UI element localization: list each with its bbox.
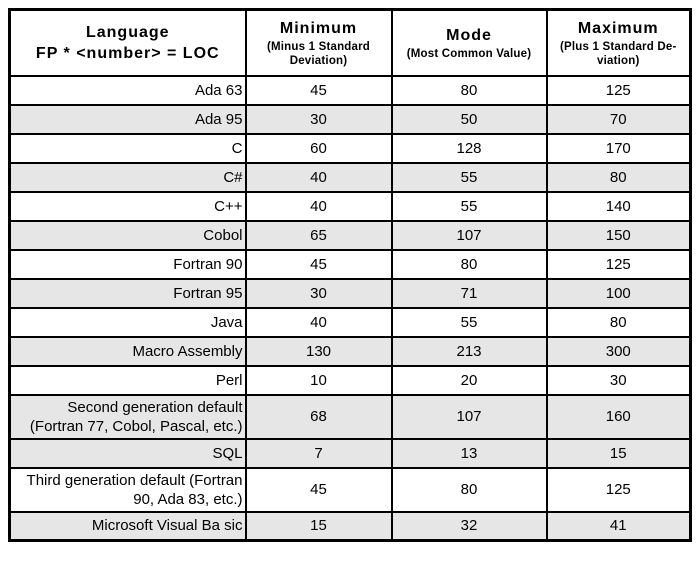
- minimum-cell: 15: [244, 510, 393, 542]
- table-row: Third generation default (Fortran 90, Ad…: [8, 466, 692, 513]
- maximum-cell: 125: [545, 466, 692, 513]
- language-cell: Third generation default (Fortran 90, Ad…: [8, 466, 247, 513]
- table-row: Java 40 55 80: [8, 306, 692, 338]
- language-cell: C++: [8, 190, 247, 222]
- minimum-cell: 45: [244, 466, 393, 513]
- table-body: Ada 63 45 80 125 Ada 95 30 50 70 C 60 128 170 C# 40 55…: [8, 74, 692, 542]
- header-cell-language: Language FP * <number> = LOC: [8, 8, 247, 77]
- minimum-cell: 30: [244, 277, 393, 309]
- mode-cell: 80: [390, 74, 548, 106]
- minimum-cell: 40: [244, 190, 393, 222]
- maximum-cell: 160: [545, 393, 692, 440]
- header-cell-mode: Mode (Most Common Value): [390, 8, 548, 77]
- maximum-cell: 170: [545, 132, 692, 164]
- minimum-cell: 60: [244, 132, 393, 164]
- table-row: Perl 10 20 30: [8, 364, 692, 396]
- table-row: Macro Assembly 130 213 300: [8, 335, 692, 367]
- maximum-cell: 30: [545, 364, 692, 396]
- mode-cell: 71: [390, 277, 548, 309]
- table-row: Cobol 65 107 150: [8, 219, 692, 251]
- language-cell: Ada 95: [8, 103, 247, 135]
- language-cell: C: [8, 132, 247, 164]
- minimum-cell: 68: [244, 393, 393, 440]
- mode-cell: 80: [390, 466, 548, 513]
- minimum-cell: 40: [244, 161, 393, 193]
- table-row: C++ 40 55 140: [8, 190, 692, 222]
- maximum-cell: 125: [545, 74, 692, 106]
- mode-cell: 80: [390, 248, 548, 280]
- minimum-cell: 30: [244, 103, 393, 135]
- minimum-cell: 40: [244, 306, 393, 338]
- language-cell: SQL: [8, 437, 247, 469]
- language-cell: Microsoft Visual Ba sic: [8, 510, 247, 542]
- maximum-cell: 80: [545, 161, 692, 193]
- table-row: Fortran 95 30 71 100: [8, 277, 692, 309]
- table-row: Microsoft Visual Ba sic 15 32 41: [8, 510, 692, 542]
- header-cell-maximum: Maximum (Plus 1 Standard De-viation): [545, 8, 692, 77]
- minimum-cell: 45: [244, 74, 393, 106]
- maximum-header-label: Maximum: [577, 19, 659, 37]
- maximum-cell: 41: [545, 510, 692, 542]
- maximum-cell: 125: [545, 248, 692, 280]
- mode-cell: 50: [390, 103, 548, 135]
- mode-cell: 55: [390, 190, 548, 222]
- maximum-cell: 140: [545, 190, 692, 222]
- mode-cell: 55: [390, 306, 548, 338]
- table-row: SQL 7 13 15: [8, 437, 692, 469]
- minimum-cell: 10: [244, 364, 393, 396]
- table-row: Fortran 90 45 80 125: [8, 248, 692, 280]
- fp-loc-conversion-table: Language FP * <number> = LOC Minimum (Mi…: [8, 8, 692, 542]
- minimum-cell: 65: [244, 219, 393, 251]
- minimum-cell: 130: [244, 335, 393, 367]
- mode-header-label: Mode: [446, 26, 492, 44]
- maximum-cell: 150: [545, 219, 692, 251]
- mode-cell: 55: [390, 161, 548, 193]
- language-cell: Perl: [8, 364, 247, 396]
- maximum-cell: 70: [545, 103, 692, 135]
- table-row: Ada 63 45 80 125: [8, 74, 692, 106]
- minimum-cell: 7: [244, 437, 393, 469]
- language-header-title: Language: [85, 23, 170, 41]
- mode-cell: 107: [390, 219, 548, 251]
- language-cell: Fortran 95: [8, 277, 247, 309]
- language-cell: Macro Assembly: [8, 335, 247, 367]
- minimum-header-label: Minimum: [279, 19, 358, 37]
- table-row: Second generation default (Fortran 77, C…: [8, 393, 692, 440]
- mode-header-sublabel: (Most Common Value): [406, 47, 532, 60]
- table-row: C# 40 55 80: [8, 161, 692, 193]
- mode-cell: 13: [390, 437, 548, 469]
- language-header-formula: FP * <number> = LOC: [35, 44, 220, 62]
- maximum-cell: 300: [545, 335, 692, 367]
- mode-cell: 32: [390, 510, 548, 542]
- language-cell: Cobol: [8, 219, 247, 251]
- mode-cell: 128: [390, 132, 548, 164]
- language-cell: Second generation default (Fortran 77, C…: [8, 393, 247, 440]
- minimum-header-sublabel: (Minus 1 Standard Deviation): [266, 40, 371, 67]
- header-cell-minimum: Minimum (Minus 1 Standard Deviation): [244, 8, 393, 77]
- maximum-cell: 15: [545, 437, 692, 469]
- language-cell: C#: [8, 161, 247, 193]
- language-cell: Ada 63: [8, 74, 247, 106]
- maximum-header-sublabel: (Plus 1 Standard De-viation): [560, 40, 677, 67]
- language-cell: Java: [8, 306, 247, 338]
- header-row: Language FP * <number> = LOC Minimum (Mi…: [8, 8, 692, 77]
- table-row: Ada 95 30 50 70: [8, 103, 692, 135]
- mode-cell: 213: [390, 335, 548, 367]
- language-cell: Fortran 90: [8, 248, 247, 280]
- minimum-cell: 45: [244, 248, 393, 280]
- maximum-cell: 80: [545, 306, 692, 338]
- mode-cell: 107: [390, 393, 548, 440]
- table-row: C 60 128 170: [8, 132, 692, 164]
- mode-cell: 20: [390, 364, 548, 396]
- maximum-cell: 100: [545, 277, 692, 309]
